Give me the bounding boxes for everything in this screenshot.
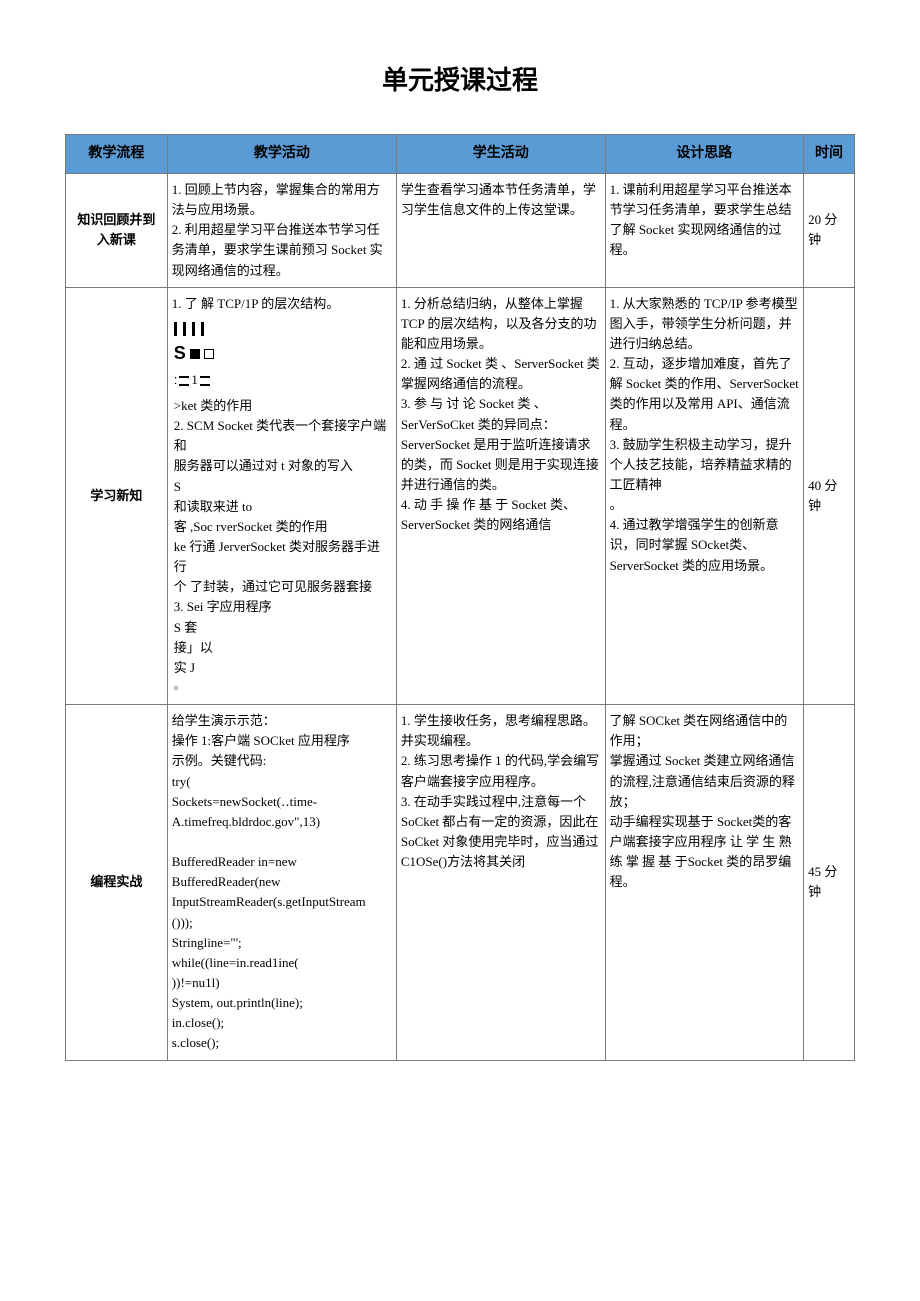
nested-line: S bbox=[172, 477, 392, 497]
diagram-s-glyph: S bbox=[174, 343, 186, 363]
nested-line: 个 了封装，通过它可见服务器套接 bbox=[172, 577, 392, 597]
nested-line: 和读取来进 to bbox=[172, 497, 392, 517]
activity-cell-2: 1. 了 解 TCP/1P 的层次结构。 S :1 >ket 类的作用 2. S… bbox=[167, 287, 396, 704]
tcp-diagram-icon: S :1 bbox=[174, 318, 392, 390]
nested-line: 2. SCM Socket 类代表一个套接字户端和 bbox=[172, 416, 392, 456]
activity-2-pre: 1. 了 解 TCP/1P 的层次结构。 bbox=[172, 294, 392, 314]
flow-cell-3: 编程实战 bbox=[66, 705, 168, 1060]
nested-line: 实 J bbox=[172, 658, 392, 678]
activity-cell-1: 1. 回顾上节内容，掌握集合的常用方法与应用场景。2. 利用超星学习平台推送本节… bbox=[167, 173, 396, 287]
design-cell-3: 了解 SOCket 类在网络通信中的作用；掌握通过 Socket 类建立网络通信… bbox=[605, 705, 804, 1060]
student-cell-1: 学生查看学习通本节任务清单，学习学生信息文件的上传这堂课。 bbox=[396, 173, 605, 287]
nested-line: ke 行通 JerverSocket 类对服务器手进行 bbox=[172, 537, 392, 577]
design-cell-2: 1. 从大家熟悉的 TCP/IP 参考模型图入手，带领学生分析问题，并进行归纳总… bbox=[605, 287, 804, 704]
nested-line: S 套 bbox=[172, 618, 392, 638]
lesson-table: 教学流程 教学活动 学生活动 设计思路 时间 知识回顾并到入新课 1. 回顾上节… bbox=[65, 134, 855, 1060]
flow-cell-1: 知识回顾并到入新课 bbox=[66, 173, 168, 287]
diagram-bars-icon bbox=[174, 322, 204, 336]
nested-line: 3. Sei 字应用程序 bbox=[172, 597, 392, 617]
page-title: 单元授课过程 bbox=[65, 60, 855, 100]
table-header-row: 教学流程 教学活动 学生活动 设计思路 时间 bbox=[66, 135, 855, 174]
th-flow: 教学流程 bbox=[66, 135, 168, 174]
student-cell-2: 1. 分析总结归纳，从整体上掌握 TCP 的层次结构，以及各分支的功能和应用场景… bbox=[396, 287, 605, 704]
nested-line: >ket 类的作用 bbox=[172, 396, 392, 416]
nested-line: 接」以 bbox=[172, 638, 392, 658]
th-design: 设计思路 bbox=[605, 135, 804, 174]
diagram-open-square-icon bbox=[204, 349, 214, 359]
time-cell-3: 45 分钟 bbox=[804, 705, 855, 1060]
table-row: 学习新知 1. 了 解 TCP/1P 的层次结构。 S :1 >ket 类的作用 bbox=[66, 287, 855, 704]
nested-line: 客 ,Soc rverSocket 类的作用 bbox=[172, 517, 392, 537]
activity-cell-3: 给学生演示示范：操作 1:客户端 SOCket 应用程序示例。关键代码:try(… bbox=[167, 705, 396, 1060]
student-cell-3: 1. 学生接收任务，思考编程思路。并实现编程。2. 练习思考操作 1 的代码,学… bbox=[396, 705, 605, 1060]
design-cell-1: 1. 课前利用超星学习平台推送本节学习任务清单，要求学生总结了解 Socket … bbox=[605, 173, 804, 287]
diagram-lines-icon bbox=[179, 376, 189, 386]
time-cell-1: 20 分钟 bbox=[804, 173, 855, 287]
th-activity: 教学活动 bbox=[167, 135, 396, 174]
time-cell-2: 40 分钟 bbox=[804, 287, 855, 704]
diagram-filled-square-icon bbox=[190, 349, 200, 359]
diagram-lines-icon bbox=[200, 376, 210, 386]
th-student: 学生活动 bbox=[396, 135, 605, 174]
th-time: 时间 bbox=[804, 135, 855, 174]
nested-line: 服务器可以通过对 t 对象的写入 bbox=[172, 456, 392, 476]
diagram-colon-icon: : bbox=[174, 372, 178, 387]
table-row: 编程实战 给学生演示示范：操作 1:客户端 SOCket 应用程序示例。关键代码… bbox=[66, 705, 855, 1060]
flow-cell-2: 学习新知 bbox=[66, 287, 168, 704]
activity-2-nested: >ket 类的作用 2. SCM Socket 类代表一个套接字户端和 服务器可… bbox=[172, 396, 392, 698]
nested-line: ◦ bbox=[172, 678, 392, 698]
table-row: 知识回顾并到入新课 1. 回顾上节内容，掌握集合的常用方法与应用场景。2. 利用… bbox=[66, 173, 855, 287]
